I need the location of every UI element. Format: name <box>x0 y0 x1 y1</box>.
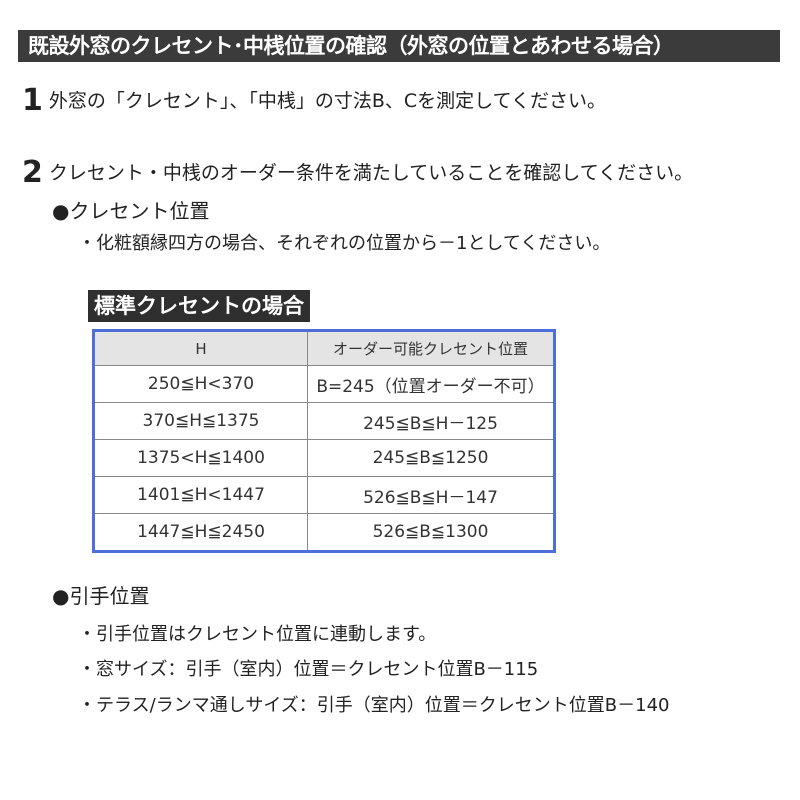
handle-item: ・引手位置はクレセント位置に連動します。 <box>78 624 437 645</box>
cell: 526≦B≦1300 <box>307 513 555 552</box>
handle-item: ・テラス/ランマ通しサイズ：引手（室内）位置＝クレセント位置B－140 <box>78 695 670 716</box>
cell: 526≦B≦H－147 <box>307 476 555 514</box>
step-number: 2 <box>22 155 43 190</box>
table-row: 1375<H≦1400 245≦B≦1250 <box>93 439 555 477</box>
cell: B=245（位置オーダー不可） <box>307 365 555 403</box>
handle-item: ・窓サイズ：引手（室内）位置＝クレセント位置B－115 <box>78 659 539 680</box>
crescent-heading: ●クレセント位置 <box>52 199 210 223</box>
table-row: 1401≦H<1447 526≦B≦H－147 <box>93 476 555 514</box>
table-header-row: H オーダー可能クレセント位置 <box>93 330 555 366</box>
table-row: 250≦H<370 B=245（位置オーダー不可） <box>93 365 555 403</box>
column-header: オーダー可能クレセント位置 <box>307 330 555 366</box>
cell: 1401≦H<1447 <box>93 476 308 514</box>
step-number: 1 <box>22 83 43 118</box>
column-header: H <box>93 330 308 366</box>
step-text: クレセント・中桟のオーダー条件を満たしていることを確認してください。 <box>48 162 694 184</box>
cell: 1447≦H≦2450 <box>93 513 308 552</box>
cell: 370≦H≦1375 <box>93 402 308 440</box>
handle-heading: ●引手位置 <box>52 584 150 608</box>
cell: 1375<H≦1400 <box>93 439 308 477</box>
section-title: 既設外窓のクレセント･中桟位置の確認（外窓の位置とあわせる場合） <box>18 30 780 62</box>
crescent-table: H オーダー可能クレセント位置 250≦H<370 B=245（位置オーダー不可）… <box>92 329 556 553</box>
cell: 245≦B≦1250 <box>307 439 555 477</box>
cell: 245≦B≦H－125 <box>307 402 555 440</box>
table-heading: 標準クレセントの場合 <box>88 290 310 322</box>
step-1: 1 外窓の「クレセント」、「中桟」の寸法B、Cを測定してください。 <box>22 86 607 116</box>
table-row: 1447≦H≦2450 526≦B≦1300 <box>93 513 555 552</box>
crescent-note: ・化粧額縁四方の場合、それぞれの位置から－1としてください。 <box>78 233 611 254</box>
step-text: 外窓の「クレセント」、「中桟」の寸法B、Cを測定してください。 <box>48 90 607 112</box>
step-2: 2 クレセント・中桟のオーダー条件を満たしていることを確認してください。 <box>22 158 694 188</box>
table-row: 370≦H≦1375 245≦B≦H－125 <box>93 402 555 440</box>
cell: 250≦H<370 <box>93 365 308 403</box>
